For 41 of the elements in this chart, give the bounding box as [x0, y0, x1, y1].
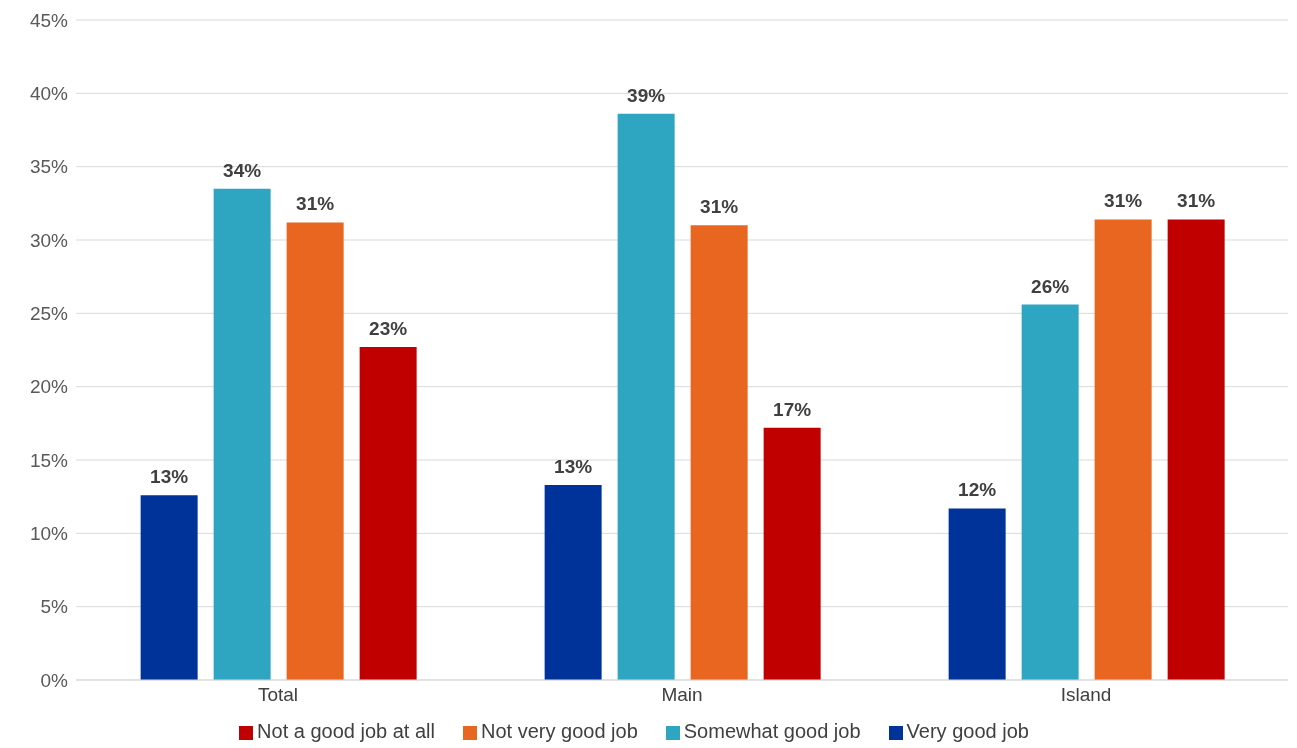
bar: [359, 347, 417, 680]
bar: [286, 222, 344, 680]
y-tick-label: 15%: [29, 449, 69, 471]
y-tick-label: 35%: [29, 156, 69, 178]
y-tick-label: 45%: [29, 9, 69, 31]
data-label: 26%: [1031, 275, 1070, 297]
y-tick-label: 5%: [40, 596, 69, 618]
bar: [1021, 304, 1079, 680]
data-label: 13%: [150, 466, 189, 488]
bar: [544, 484, 602, 680]
data-label: 31%: [700, 196, 739, 218]
bar: [1167, 219, 1225, 680]
bar: [140, 495, 198, 680]
bar: [763, 427, 821, 680]
data-label: 39%: [627, 84, 666, 106]
legend-label: Not very good job: [481, 720, 638, 742]
data-label: 31%: [1177, 190, 1216, 212]
data-label: 23%: [369, 318, 408, 340]
data-label: 13%: [554, 455, 593, 477]
bar: [690, 225, 748, 680]
data-label: 31%: [1104, 190, 1143, 212]
x-tick-label: Total: [257, 684, 299, 706]
bar: [948, 508, 1006, 680]
y-tick-label: 0%: [40, 669, 69, 691]
data-label: 31%: [296, 193, 335, 215]
bar: [213, 188, 271, 680]
y-tick-label: 40%: [29, 83, 69, 105]
bar: [1094, 219, 1152, 680]
data-label: 12%: [958, 479, 997, 501]
x-tick-label: Island: [1060, 684, 1112, 706]
y-tick-label: 25%: [29, 303, 69, 325]
y-tick-label: 10%: [29, 523, 69, 545]
data-label: 17%: [773, 398, 812, 420]
y-tick-label: 20%: [29, 376, 69, 398]
y-tick-label: 30%: [29, 229, 69, 251]
x-tick-label: Main: [661, 684, 703, 706]
legend-label: Somewhat good job: [683, 720, 861, 742]
bar: [617, 113, 675, 680]
data-label: 34%: [223, 159, 262, 181]
legend-label: Very good job: [906, 720, 1029, 742]
legend-label: Not a good job at all: [257, 720, 435, 742]
